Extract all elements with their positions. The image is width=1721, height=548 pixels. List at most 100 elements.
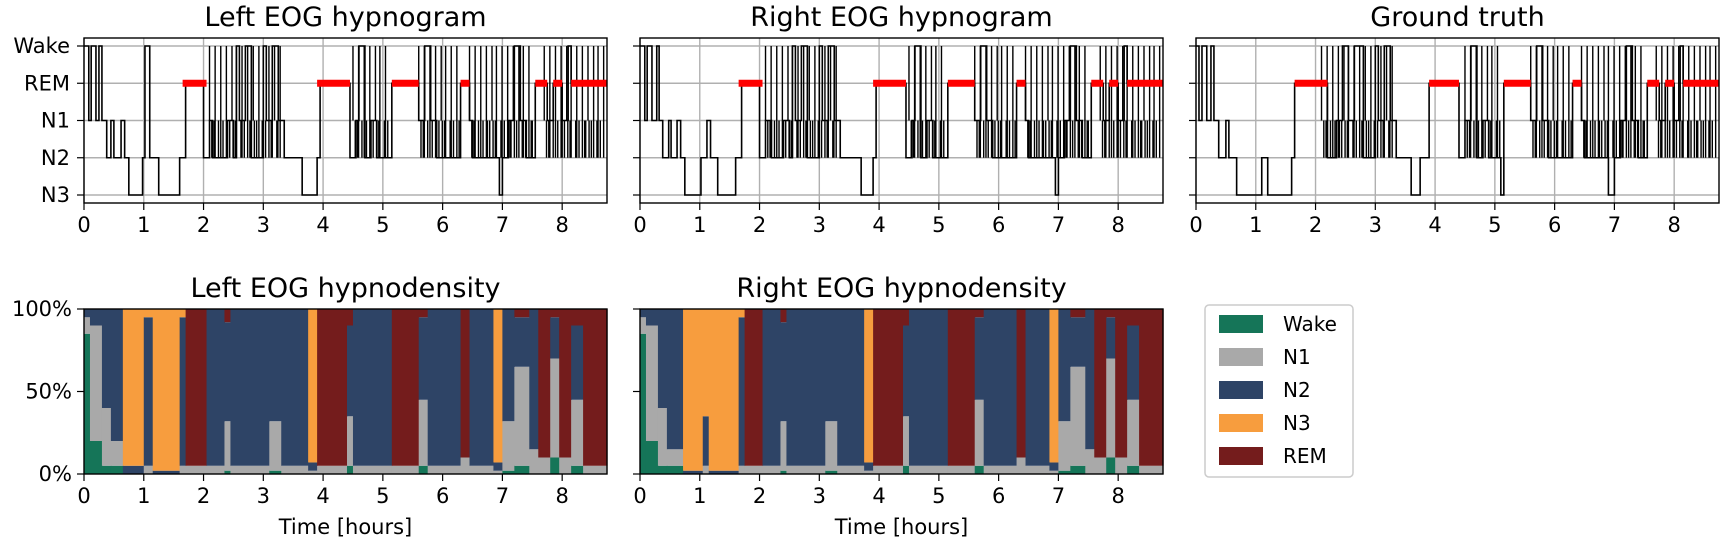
- y-tick-label: N3: [41, 183, 70, 207]
- density-band-wake: [780, 470, 788, 474]
- density-band-n1: [583, 465, 608, 474]
- density-band-n1: [559, 457, 572, 474]
- density-band-rem: [1016, 309, 1027, 458]
- density-band-n1: [101, 408, 112, 466]
- density-band-n1: [308, 470, 318, 474]
- density-band-wake: [418, 465, 429, 474]
- chart-title: Left EOG hypnodensity: [190, 273, 500, 304]
- density-band-n1: [786, 465, 826, 474]
- density-band-n1: [1058, 421, 1071, 471]
- density-band-rem: [317, 309, 348, 466]
- density-band-rem: [538, 309, 551, 458]
- density-band-n2: [1049, 462, 1059, 471]
- axes-frame: [639, 308, 1164, 475]
- density-band-n2: [110, 309, 124, 441]
- x-axis-label: Time [hours]: [278, 515, 413, 539]
- density-band-n1: [352, 465, 393, 474]
- axes-frame: [83, 308, 608, 475]
- density-band-n2: [308, 462, 318, 471]
- x-tick-label: 0: [77, 213, 90, 237]
- density-band-rem: [947, 309, 976, 466]
- density-band-rem: [460, 309, 471, 458]
- density-band-n3: [738, 309, 746, 318]
- density-band-n1: [179, 465, 187, 474]
- density-band-n1: [1070, 366, 1086, 466]
- density-band-n1: [640, 317, 647, 334]
- x-tick-label: 8: [555, 484, 568, 508]
- density-band-n1: [84, 317, 91, 334]
- density-band-n1: [185, 465, 208, 474]
- legend-label: REM: [1283, 444, 1327, 468]
- density-band-n2: [780, 322, 788, 422]
- density-band-wake: [571, 465, 584, 474]
- y-tick-label: 100%: [12, 297, 72, 321]
- density-band-n1: [1127, 399, 1140, 466]
- density-band-wake: [550, 457, 560, 474]
- x-tick-label: 6: [992, 484, 1005, 508]
- density-band-wake: [1127, 465, 1140, 474]
- density-band-n1: [550, 358, 560, 458]
- density-band-n1: [469, 465, 495, 474]
- density-band-n2: [1106, 317, 1116, 359]
- density-band-rem: [514, 309, 530, 318]
- density-band-n2: [352, 309, 393, 466]
- density-band-n2: [84, 309, 91, 318]
- density-band-n2: [493, 462, 503, 471]
- density-band-n1: [983, 465, 1018, 474]
- x-tick-label: 6: [436, 213, 449, 237]
- ground-truth-panel: Ground truth 0 1 2 3 4 5 6 7 8: [1189, 2, 1720, 237]
- density-band-n1: [1049, 470, 1059, 474]
- x-tick-label: 2: [753, 484, 766, 508]
- density-band-rem: [1070, 309, 1086, 318]
- density-band-n3: [179, 309, 187, 318]
- density-band-n1: [89, 325, 103, 441]
- density-band-n2: [281, 309, 309, 466]
- x-tick-label: 3: [813, 213, 826, 237]
- density-band-rem: [873, 309, 904, 466]
- density-band-n1: [143, 465, 154, 474]
- density-band-wake: [902, 465, 910, 474]
- density-band-n2: [825, 309, 838, 422]
- density-band-n1: [1085, 449, 1095, 474]
- x-tick-label: 7: [496, 484, 509, 508]
- x-tick-label: 7: [1608, 213, 1621, 237]
- x-tick-label: 8: [555, 213, 568, 237]
- legend-swatch: [1219, 315, 1263, 333]
- density-band-wake: [1070, 465, 1086, 474]
- x-tick-label: 1: [137, 484, 150, 508]
- x-tick-label: 2: [753, 213, 766, 237]
- density-band-n1: [514, 366, 530, 466]
- y-tick-label: N2: [41, 146, 70, 170]
- density-band-wake: [346, 465, 354, 474]
- density-band-n1: [702, 465, 710, 474]
- density-band-rem: [418, 309, 429, 318]
- density-band-wake: [657, 465, 668, 474]
- density-band-rem: [346, 309, 354, 326]
- left-eog-hypnodensity-panel: Left EOG hypnodensity 0 1 2 3 4 5 6 7 8 0% 50% 100% T…: [12, 273, 608, 539]
- density-band-n2: [864, 462, 874, 471]
- density-band-n2: [1058, 309, 1071, 422]
- density-band-rem: [744, 309, 764, 466]
- density-band-n1: [974, 399, 985, 466]
- chart-title: Right EOG hypnodensity: [736, 273, 1066, 304]
- density-band-n1: [1094, 457, 1107, 474]
- x-tick-label: 2: [1309, 213, 1322, 237]
- x-tick-label: 3: [813, 484, 826, 508]
- density-band-n1: [269, 421, 282, 471]
- x-tick-label: 0: [1189, 213, 1202, 237]
- density-band-rem: [902, 309, 910, 326]
- density-band-n2: [908, 309, 949, 466]
- axes-frame: [1195, 37, 1720, 204]
- density-band-n2: [230, 309, 270, 466]
- density-band-n2: [666, 309, 684, 450]
- y-tick-label: N1: [41, 109, 70, 133]
- density-band-n1: [391, 465, 420, 474]
- density-band-n1: [657, 408, 668, 466]
- density-band-wake: [502, 470, 515, 474]
- x-tick-label: 8: [1111, 213, 1124, 237]
- x-tick-label: 4: [1428, 213, 1441, 237]
- x-tick-label: 5: [932, 484, 945, 508]
- density-band-rem: [185, 309, 208, 466]
- x-tick-label: 7: [1052, 484, 1065, 508]
- density-band-n2: [683, 470, 704, 474]
